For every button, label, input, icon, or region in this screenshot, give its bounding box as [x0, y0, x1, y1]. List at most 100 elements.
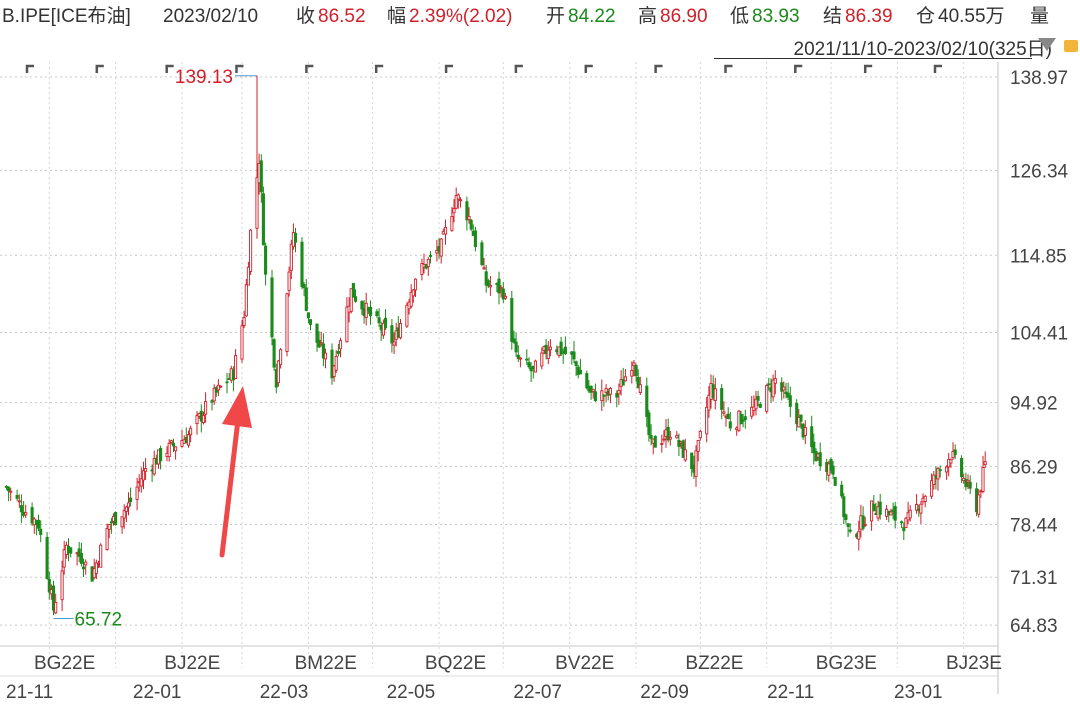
candle-body	[797, 417, 801, 428]
candle-body	[861, 515, 865, 529]
candle-body	[829, 459, 833, 471]
candle-body	[938, 469, 942, 472]
candle-body	[803, 426, 807, 436]
candle-body	[660, 443, 664, 445]
candle-body	[330, 349, 334, 379]
contract-label: BJ23E	[946, 653, 1002, 674]
candle-body	[51, 585, 56, 611]
candle-body	[527, 362, 531, 368]
candle-body	[754, 398, 758, 410]
candle-body	[632, 362, 636, 367]
candle-body	[960, 458, 964, 478]
candle-body	[124, 506, 128, 512]
candle-body	[949, 459, 953, 464]
candle-body	[739, 413, 743, 425]
candle-body	[308, 319, 313, 325]
candle-body	[840, 484, 844, 497]
candle-body	[99, 544, 103, 568]
candle-body	[300, 241, 304, 287]
y-tick-label: 114.85	[1010, 246, 1067, 267]
candle-body	[668, 436, 672, 440]
lock-icon[interactable]	[1064, 40, 1078, 52]
candle-body	[413, 278, 418, 291]
date-label: 22-11	[767, 682, 814, 703]
candle-body	[720, 388, 724, 410]
close-label: 收	[296, 5, 315, 27]
candle-body	[242, 317, 246, 326]
change-label: 幅	[387, 5, 406, 27]
candle-body	[39, 528, 43, 535]
candle-body	[908, 509, 912, 519]
date-range[interactable]: 2021/11/10-2023/02/10(325日)	[793, 39, 1052, 60]
contract-label: BV22E	[555, 653, 614, 674]
candle-body	[210, 400, 214, 403]
candle-body	[608, 388, 612, 395]
candle-body	[114, 511, 118, 526]
date-label: 22-09	[640, 682, 689, 703]
candle-body	[302, 284, 306, 289]
period-marker	[654, 64, 663, 73]
candle-body	[932, 474, 936, 485]
dropdown-caret-icon[interactable]	[1038, 38, 1056, 51]
open-value: 84.22	[568, 6, 616, 27]
candle-body	[681, 440, 685, 458]
candle-body	[259, 160, 263, 193]
candle-body	[514, 341, 518, 353]
candle-body	[516, 354, 520, 359]
candle-body	[304, 287, 308, 311]
candle-body	[653, 435, 657, 448]
candle-body	[602, 394, 606, 397]
candle-body	[36, 519, 41, 529]
candle-body	[62, 549, 66, 568]
candle-body	[159, 447, 163, 462]
candle-body	[186, 434, 191, 446]
candle-body	[964, 479, 968, 488]
contract-label: BZ22E	[685, 653, 743, 674]
candle-body	[19, 505, 23, 513]
candle-body	[351, 283, 355, 298]
candle-body	[675, 434, 679, 439]
candle-body	[315, 323, 319, 343]
candle-body	[189, 427, 193, 436]
low-label: 低	[730, 5, 749, 27]
high-value: 86.90	[660, 6, 708, 27]
candle-body	[529, 367, 533, 372]
y-tick-label: 126.34	[1010, 161, 1069, 182]
arrow-shaft	[219, 417, 241, 558]
candle-body	[833, 476, 837, 486]
candle-body	[244, 284, 248, 317]
candle-body	[60, 570, 64, 601]
y-tick-label: 86.29	[1010, 457, 1058, 478]
candle-body	[872, 503, 876, 512]
candle-body	[846, 523, 850, 527]
candle-body	[831, 465, 835, 475]
candle-body	[319, 342, 323, 345]
candle-body	[574, 361, 578, 366]
candle-body	[630, 369, 634, 377]
candle-body	[844, 514, 848, 520]
candle-body	[195, 415, 199, 425]
candle-body	[750, 406, 754, 417]
candle-body	[264, 245, 268, 275]
close-value: 86.52	[318, 6, 366, 27]
date-label: 22-01	[133, 682, 182, 703]
oi-value: 40.55万	[938, 6, 1005, 27]
candle-body	[786, 392, 790, 398]
candle-body	[473, 230, 477, 248]
candle-body	[120, 516, 124, 528]
candle-body	[593, 391, 597, 402]
candle-body	[276, 360, 280, 383]
candle-body	[486, 280, 490, 287]
candle-body	[533, 360, 537, 373]
candle-body	[349, 288, 353, 312]
candle-body	[615, 392, 619, 398]
date-label: 21-11	[6, 682, 53, 703]
candle-body	[15, 495, 19, 499]
candle-body	[234, 355, 238, 380]
candle-body	[726, 413, 730, 420]
candle-body	[375, 311, 379, 317]
date-label: 22-07	[513, 682, 562, 703]
candle-body	[497, 278, 501, 294]
candle-body	[240, 325, 244, 360]
period-marker	[444, 64, 454, 73]
